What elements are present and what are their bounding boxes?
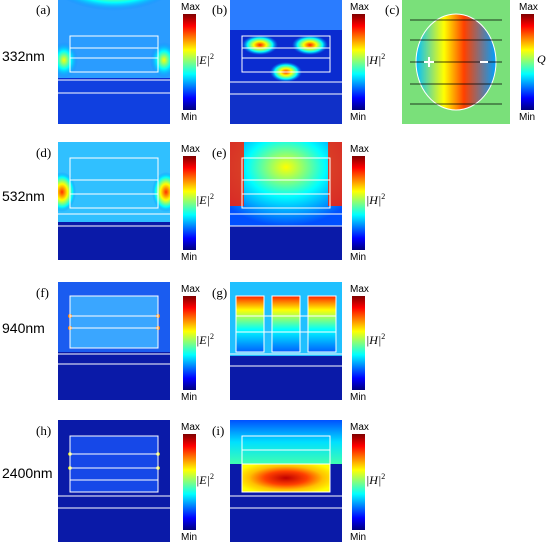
colorbar-min-label: Min	[350, 392, 367, 403]
panel-letter: (d)	[36, 145, 52, 160]
quantity-label-H: |H|2	[366, 192, 386, 207]
field-map-e	[230, 142, 342, 260]
panel-letter: (a)	[36, 2, 51, 17]
colorbar-min-label: Min	[181, 392, 198, 403]
row-label-940nm: 940nm	[2, 320, 45, 336]
colorbar-d	[183, 156, 196, 250]
row-label-332nm: 332nm	[2, 48, 45, 64]
panel-letter: (e)	[212, 145, 227, 160]
colorbar-max-label: Max	[181, 284, 200, 295]
quantity-label-E: |E|2	[196, 52, 214, 67]
quantity-label-H: |H|2	[366, 52, 386, 67]
quantity-label-E: |E|2	[196, 192, 214, 207]
colorbar-max-label: Max	[350, 284, 369, 295]
colorbar-min-label: Min	[350, 252, 367, 263]
colorbar-c	[521, 14, 534, 110]
colorbar-a	[183, 14, 196, 110]
field-map-b	[230, 0, 342, 124]
colorbar-min-label: Min	[350, 532, 367, 543]
colorbar-e	[352, 156, 365, 250]
colorbar-max-label: Max	[350, 2, 369, 13]
panel-letter: (h)	[36, 423, 52, 438]
colorbar-min-label: Min	[181, 112, 198, 123]
colorbar-max-label: Max	[350, 144, 369, 155]
colorbar-max-label: Max	[519, 2, 538, 13]
panel-letter: (g)	[212, 285, 228, 300]
quantity-label-H: |H|2	[366, 472, 386, 487]
field-map-c	[402, 0, 510, 124]
colorbar-f	[183, 296, 196, 390]
field-map-g	[230, 282, 342, 400]
colorbar-b	[352, 14, 365, 110]
field-map-a	[58, 0, 170, 124]
panel-letter: (i)	[212, 423, 225, 438]
row-label-532nm: 532nm	[2, 188, 45, 204]
colorbar-max-label: Max	[350, 422, 369, 433]
colorbar-max-label: Max	[181, 144, 200, 155]
quantity-label-Q: Q	[537, 52, 546, 66]
field-map-d	[58, 142, 170, 260]
quantity-label-E: |E|2	[196, 332, 214, 347]
colorbar-g	[352, 296, 365, 390]
colorbar-h	[183, 434, 196, 530]
field-map-i	[230, 420, 342, 542]
colorbar-max-label: Max	[181, 2, 200, 13]
panel-letter: (b)	[212, 2, 228, 17]
panel-letter: (c)	[385, 2, 400, 17]
panel-letter: (f)	[36, 285, 49, 300]
colorbar-max-label: Max	[181, 422, 200, 433]
colorbar-i	[352, 434, 365, 530]
quantity-label-E: |E|2	[196, 472, 214, 487]
field-map-h	[58, 420, 170, 542]
colorbar-min-label: Min	[181, 532, 198, 543]
colorbar-min-label: Min	[519, 112, 536, 123]
row-label-2400nm: 2400nm	[2, 465, 53, 481]
quantity-label-H: |H|2	[366, 332, 386, 347]
colorbar-min-label: Min	[181, 252, 198, 263]
colorbar-min-label: Min	[350, 112, 367, 123]
field-map-f	[58, 282, 170, 400]
